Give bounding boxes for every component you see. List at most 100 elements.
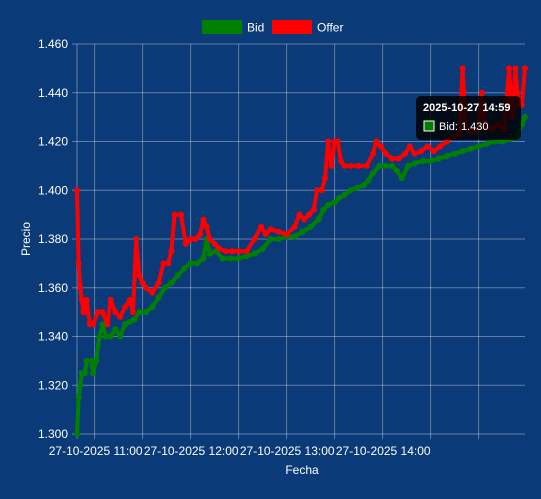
x-axis-title: Fecha xyxy=(285,463,319,477)
data-point-offer xyxy=(363,162,370,169)
data-point-bid xyxy=(307,223,314,230)
data-point-bid xyxy=(99,321,106,328)
data-point-offer xyxy=(182,240,189,247)
data-point-offer xyxy=(402,150,408,157)
data-point-offer xyxy=(522,65,528,72)
data-point-bid xyxy=(168,279,175,286)
data-point-offer xyxy=(77,284,84,291)
grid xyxy=(72,43,525,439)
data-point-offer xyxy=(171,211,178,218)
data-point-bid xyxy=(394,167,400,174)
data-point-bid xyxy=(162,284,168,291)
legend-item-bid[interactable]: Bid xyxy=(202,20,264,35)
data-point-offer xyxy=(216,245,223,252)
data-point-bid xyxy=(483,140,490,147)
data-point-bid xyxy=(522,114,528,121)
y-tick-label: 1.320 xyxy=(38,378,68,392)
data-point-offer xyxy=(322,175,328,182)
legend-swatch-offer xyxy=(272,20,312,34)
legend-item-offer[interactable]: Offer xyxy=(272,20,343,35)
data-point-offer xyxy=(83,296,90,303)
data-point-bid xyxy=(299,228,306,235)
data-point-offer xyxy=(200,216,207,223)
data-point-bid xyxy=(206,250,213,257)
data-point-offer xyxy=(251,236,258,242)
data-point-offer xyxy=(168,248,175,255)
data-point-bid xyxy=(398,175,405,182)
data-point-bid xyxy=(405,162,412,169)
y-tick-label: 1.360 xyxy=(38,281,68,295)
data-point-offer xyxy=(90,321,96,328)
data-point-bid xyxy=(243,253,250,260)
data-point-offer xyxy=(296,211,303,218)
y-axis-title: Precio xyxy=(19,222,33,256)
data-point-bid xyxy=(376,162,383,169)
data-point-bid xyxy=(315,216,322,223)
data-point-offer xyxy=(310,206,317,213)
data-point-bid xyxy=(227,255,234,262)
data-point-bid xyxy=(370,170,376,177)
data-point-offer xyxy=(334,138,341,145)
data-point-offer xyxy=(301,216,308,223)
data-point-offer xyxy=(347,162,354,169)
data-point-bid xyxy=(149,304,156,311)
y-tick-label: 1.420 xyxy=(38,135,68,149)
data-point-offer xyxy=(192,236,199,242)
data-point-offer xyxy=(267,226,274,233)
y-tick-label: 1.460 xyxy=(38,37,68,51)
data-point-bid xyxy=(331,199,338,206)
data-point-bid xyxy=(77,382,84,389)
data-point-bid xyxy=(411,160,418,167)
data-point-bid xyxy=(354,184,360,191)
data-point-bid xyxy=(347,187,354,194)
data-point-offer xyxy=(211,240,218,247)
data-point-offer xyxy=(149,289,156,296)
data-point-offer xyxy=(112,309,119,316)
data-point-bid xyxy=(82,370,88,377)
data-point-bid xyxy=(475,143,482,150)
data-point-offer xyxy=(437,143,444,150)
y-tick-label: 1.340 xyxy=(38,330,68,344)
data-point-offer xyxy=(139,279,146,286)
data-point-bid xyxy=(336,194,343,201)
data-point-offer xyxy=(478,89,485,96)
data-point-bid xyxy=(174,272,181,279)
data-point-offer xyxy=(373,138,380,145)
legend: Bid Offer xyxy=(202,20,343,35)
data-point-bid xyxy=(181,265,188,272)
data-point-offer xyxy=(99,309,106,316)
data-point-bid xyxy=(467,145,474,152)
data-point-bid xyxy=(389,162,396,169)
data-point-bid xyxy=(435,155,442,162)
data-point-offer xyxy=(459,65,466,72)
data-point-bid xyxy=(83,357,90,364)
data-point-offer xyxy=(418,148,424,155)
x-tick-label: 27-10-2025 13:00 xyxy=(240,444,335,458)
data-point-bid xyxy=(112,326,119,333)
data-point-offer xyxy=(243,248,250,255)
data-point-offer xyxy=(291,223,298,230)
data-point-offer xyxy=(406,143,413,150)
data-point-offer xyxy=(306,211,312,218)
y-tick-label: 1.400 xyxy=(38,183,68,197)
data-point-bid xyxy=(102,333,109,340)
data-point-offer xyxy=(133,236,140,242)
data-point-offer xyxy=(117,314,124,320)
data-point-offer xyxy=(75,260,82,267)
data-point-bid xyxy=(365,177,372,184)
x-tick-label: 27-10-2025 11:00 xyxy=(49,444,143,458)
data-point-offer xyxy=(283,231,290,238)
data-point-bid xyxy=(219,255,226,262)
data-point-offer xyxy=(94,309,101,316)
data-point-bid xyxy=(155,294,162,301)
y-tick-label: 1.300 xyxy=(38,427,68,441)
data-point-offer xyxy=(222,248,229,255)
data-point-bid xyxy=(251,250,258,257)
data-point-bid xyxy=(275,236,282,242)
data-point-offer xyxy=(389,155,396,162)
data-point-offer xyxy=(424,143,431,150)
legend-label-offer: Offer xyxy=(317,21,343,35)
data-point-bid xyxy=(459,148,466,155)
